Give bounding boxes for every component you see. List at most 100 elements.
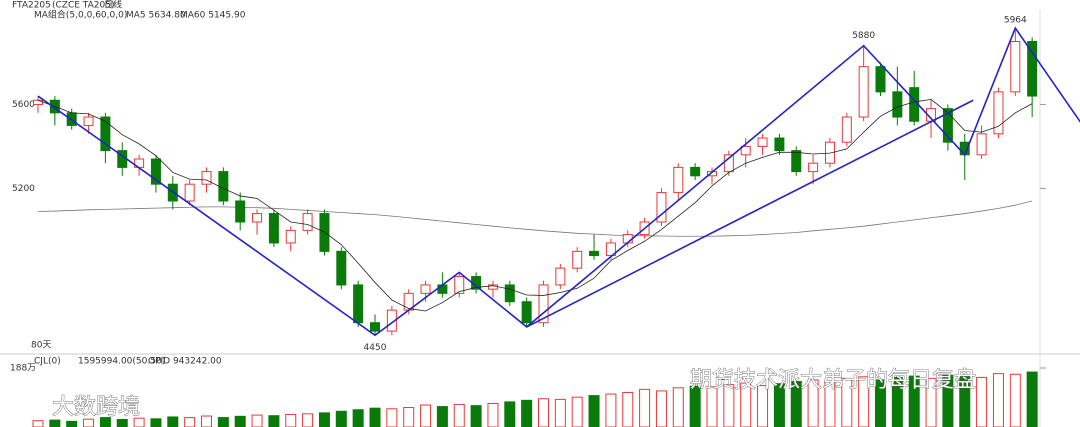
period: 日线 — [104, 0, 122, 11]
volume-bar — [504, 401, 516, 427]
volume-bar — [470, 405, 482, 427]
candle-body — [235, 200, 246, 223]
volume-bar — [538, 398, 549, 427]
volume-bar — [639, 388, 651, 427]
exchange-code: (CZCE TA205) — [52, 1, 114, 11]
candle-body — [858, 66, 869, 118]
candle-body — [386, 309, 397, 332]
candle-body — [83, 116, 94, 126]
volume-bar — [217, 417, 229, 427]
candle-body — [268, 213, 279, 244]
volume-bar — [285, 413, 297, 427]
volume-bar — [875, 379, 886, 427]
y-tick-label: 5200 — [12, 184, 35, 194]
volume-bar — [403, 407, 415, 427]
candle-body — [656, 192, 667, 223]
volume-bar — [571, 396, 583, 427]
volume-bar — [66, 420, 78, 427]
volume-bar — [554, 398, 566, 427]
annotation: 5880 — [852, 31, 875, 41]
candle-body — [285, 229, 296, 244]
candle-body — [572, 250, 583, 269]
ma60-label: MA60 5145.90 — [180, 11, 246, 21]
candle-body — [841, 116, 852, 143]
volume-bar — [925, 377, 937, 427]
symbol: FTA2205 — [12, 1, 51, 11]
volume-bar — [807, 379, 819, 427]
volume-bar — [302, 413, 314, 427]
volume-bar — [521, 399, 533, 427]
volume-bar — [150, 418, 162, 427]
volume-bar — [167, 416, 179, 427]
candle-body — [723, 154, 734, 173]
candle-body — [1010, 40, 1021, 93]
annotation: 4450 — [364, 343, 387, 353]
indicator: MA组合(5,0,0,60,0,0) — [34, 9, 127, 21]
candle-body — [504, 284, 515, 303]
volume-bar — [49, 419, 61, 427]
candle-body — [420, 284, 431, 294]
candle-body — [521, 301, 532, 324]
candle-body — [555, 267, 566, 286]
candle-body — [184, 183, 195, 202]
volume-bar — [83, 418, 95, 427]
candle-body — [976, 133, 987, 156]
candle-body — [875, 66, 886, 93]
range-label: 80天 — [31, 341, 51, 351]
volume-indicator: CJL(0) — [34, 357, 61, 367]
volume-bar — [234, 415, 246, 427]
volume-bar — [790, 380, 802, 427]
volume-bar — [672, 387, 684, 427]
watermark: 期货技术派大弟子的每日复盘 — [690, 368, 976, 393]
candle-body — [690, 166, 701, 177]
zigzag-line — [37, 26, 1080, 337]
candle-body — [791, 150, 802, 173]
volume-bar — [908, 375, 920, 427]
candle-body — [589, 250, 600, 257]
candle-body — [370, 322, 380, 332]
candle-body — [353, 284, 364, 324]
candle-body — [252, 213, 263, 223]
candle-body — [150, 158, 161, 185]
volume-bar — [99, 417, 111, 427]
candle-body — [605, 242, 616, 257]
ma5-line — [37, 98, 1033, 312]
candle-body — [302, 213, 313, 231]
candle-body — [673, 166, 684, 194]
y-tick-label: 5600 — [12, 100, 35, 110]
candle-body — [774, 137, 785, 152]
volume-bar — [268, 415, 280, 427]
candle-body — [892, 91, 903, 118]
volume-bar — [352, 409, 364, 427]
watermark: 大数跨境 — [52, 395, 140, 420]
volume-bar — [386, 408, 398, 427]
candle-body — [808, 162, 819, 173]
volume-bar — [976, 376, 988, 427]
volume-tick-label: 188万 — [10, 364, 36, 374]
volume-bar — [992, 373, 1004, 427]
volume-bar — [184, 417, 196, 427]
volume-bar — [824, 380, 836, 427]
candle-body — [538, 284, 549, 324]
volume-bar — [369, 407, 381, 427]
volume-bar — [588, 395, 600, 427]
volume-bar — [335, 410, 347, 427]
volume-bar — [740, 382, 752, 427]
volume-bar — [420, 404, 432, 427]
candle-body — [201, 171, 212, 185]
candle-body — [740, 145, 751, 156]
volume-bar — [1009, 373, 1021, 427]
volume-bar — [605, 393, 617, 427]
volume-bar — [655, 390, 667, 427]
trend-line — [526, 99, 974, 328]
ma5-label: MA5 5634.80 — [126, 11, 186, 21]
volume-bar — [251, 414, 263, 427]
candle-body — [757, 137, 768, 147]
volume-value: 1595994.00(50:50) — [78, 357, 165, 367]
candle-body — [33, 99, 43, 105]
candle-body — [942, 108, 953, 143]
volume-bar — [201, 415, 212, 427]
